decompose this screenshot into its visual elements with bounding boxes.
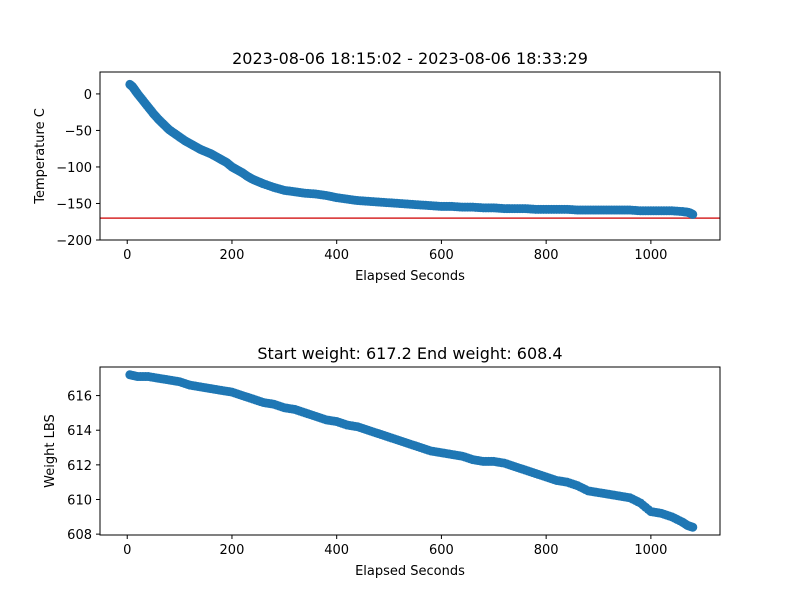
temperature-data-point (688, 209, 698, 219)
weight-y-tick-label: 616 (67, 390, 92, 405)
weight-chart-title: Start weight: 617.2 End weight: 608.4 (257, 344, 562, 363)
weight-data-point (688, 522, 698, 532)
weight-y-tick-label: 608 (67, 528, 92, 543)
weight-x-tick-label: 1000 (634, 543, 667, 558)
temperature-y-tick-label: −50 (65, 124, 92, 139)
weight-chart-panel: 0 200 400 600 800 1000 608 610 612 614 616 Start we… (43, 344, 721, 579)
weight-x-tick-label: 400 (324, 543, 349, 558)
temperature-x-tick-label: 1000 (634, 248, 667, 263)
temperature-axes-frame (99, 71, 721, 241)
weight-x-tick-label: 200 (220, 543, 245, 558)
temperature-x-tick-label: 200 (220, 248, 245, 263)
weight-y-axis-label: Weight LBS (43, 414, 58, 488)
weight-y-tick-label: 610 (67, 493, 92, 508)
weight-data-points (125, 370, 698, 532)
temperature-y-tick-label: −150 (56, 197, 92, 212)
temperature-y-tick-label: −100 (56, 161, 92, 176)
temperature-y-tick-label: −200 (56, 234, 92, 249)
temperature-x-tick-label: 400 (324, 248, 349, 263)
temperature-chart-panel: 0 200 400 600 800 1000 0 −50 −100 −150 −200 2023-08… (33, 49, 721, 284)
temperature-y-tick-label: 0 (84, 88, 92, 103)
weight-y-tick-label: 612 (67, 459, 92, 474)
temperature-x-tick-label: 600 (429, 248, 454, 263)
weight-axes-frame (99, 366, 721, 536)
weight-y-tick-label: 614 (67, 424, 92, 439)
temperature-data-points (125, 79, 698, 219)
temperature-y-axis-label: Temperature C (33, 108, 48, 205)
temperature-x-tick-label: 800 (534, 248, 559, 263)
temperature-chart-title: 2023-08-06 18:15:02 - 2023-08-06 18:33:2… (232, 49, 588, 68)
temperature-x-tick-label: 0 (123, 248, 131, 263)
weight-x-tick-label: 0 (123, 543, 131, 558)
weight-x-tick-label: 600 (429, 543, 454, 558)
temperature-x-axis-label: Elapsed Seconds (355, 269, 465, 284)
weight-x-axis-label: Elapsed Seconds (355, 564, 465, 579)
weight-x-tick-label: 800 (534, 543, 559, 558)
